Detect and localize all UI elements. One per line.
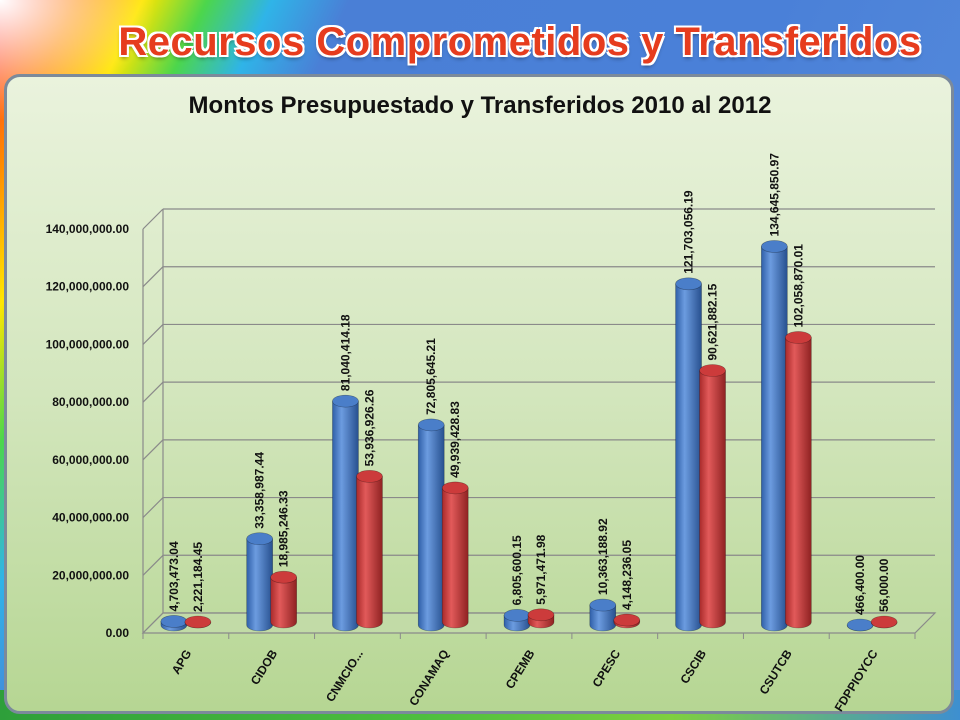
bar-series2 xyxy=(270,570,297,629)
x-tick-label: CPESC xyxy=(590,647,624,690)
data-label: 90,621,882.15 xyxy=(706,283,720,360)
x-tick-label: CNMCIO... xyxy=(323,647,366,704)
data-label: 4,703,473.04 xyxy=(167,541,181,611)
bar-series2-cap xyxy=(785,331,812,344)
bar-series2-cap xyxy=(613,613,641,627)
bar-series2-cap xyxy=(184,615,212,629)
data-label: 49,939,428.83 xyxy=(448,401,462,478)
data-label: 18,985,246.33 xyxy=(277,490,291,567)
bar-series1-cap xyxy=(761,240,788,253)
bar-series2 xyxy=(527,608,555,629)
bar-series1 xyxy=(503,609,531,632)
bar-series1-body xyxy=(675,283,702,632)
data-label: 5,971,471.98 xyxy=(534,534,548,604)
data-label: 53,936,926.26 xyxy=(362,389,376,466)
bar-series2 xyxy=(184,615,212,629)
bar-series1-body xyxy=(589,604,617,632)
data-label: 72,805,645.21 xyxy=(424,338,438,415)
slide-title: Recursos Comprometidos y Transferidos xyxy=(118,20,922,64)
bar-series1 xyxy=(417,418,445,632)
data-label: 56,000.00 xyxy=(877,558,891,612)
data-label: 4,148,236.05 xyxy=(620,540,634,610)
gridline-side xyxy=(142,497,164,518)
x-tick-label: CIDOB xyxy=(248,647,281,687)
x-tick-label: APG xyxy=(169,647,195,676)
bar-series2-cap xyxy=(699,364,726,377)
bar-series1-cap xyxy=(589,598,617,612)
gridline-side xyxy=(142,439,164,461)
bar-series2-cap xyxy=(527,608,555,622)
bar-series2-cap xyxy=(356,470,383,483)
bar-series1-body xyxy=(417,424,445,632)
gridline-side xyxy=(142,324,164,345)
x-tick-label: CONAMAQ xyxy=(406,647,451,708)
y-tick-label: 80,000,000.00 xyxy=(52,395,129,409)
data-label: 6,805,600.15 xyxy=(510,535,524,605)
x-tick-label: CSUTCB xyxy=(757,647,796,697)
data-label: 121,703,056.19 xyxy=(682,190,696,274)
bar-series1 xyxy=(675,277,702,632)
bar-series1 xyxy=(846,618,874,632)
x-tick-label: CSCIB xyxy=(677,647,709,686)
y-tick-label: 40,000,000.00 xyxy=(52,511,129,525)
x-tick-label: FDPPIOYCC xyxy=(832,647,881,714)
bar-series1 xyxy=(246,532,273,632)
bar-series1-cap xyxy=(160,615,188,628)
bar-series2-body xyxy=(270,576,297,629)
data-label: 33,358,987.44 xyxy=(253,452,267,529)
chart-title: Montos Presupuestado y Transferidos 2010… xyxy=(188,92,772,119)
bar-series1-cap xyxy=(246,532,273,546)
y-tick-label: 100,000,000.00 xyxy=(46,337,130,351)
bar-series1-cap xyxy=(675,277,702,291)
y-tick-label: 60,000,000.00 xyxy=(52,453,129,467)
bar-series2-body xyxy=(785,337,812,629)
y-tick-label: 20,000,000.00 xyxy=(52,568,129,582)
bar-series1 xyxy=(761,240,788,632)
bar-series1-body xyxy=(246,538,273,632)
data-label: 466,400.00 xyxy=(853,555,867,615)
data-label: 2,221,184.45 xyxy=(191,542,205,612)
bar-series1 xyxy=(589,598,617,632)
y-tick-label: 140,000,000.00 xyxy=(46,222,130,236)
data-label: 134,645,850.97 xyxy=(767,153,781,237)
bar-series1-body xyxy=(332,400,359,632)
gridline-side xyxy=(142,554,164,576)
bar-series2-body xyxy=(356,476,383,629)
bar-series2 xyxy=(785,331,812,629)
bar-series2-cap xyxy=(441,481,469,495)
gridline-side xyxy=(142,266,164,288)
bar-series1-cap xyxy=(503,609,531,622)
bar-series1-body xyxy=(761,246,788,632)
bar-series2 xyxy=(870,615,898,629)
bar-series1-cap xyxy=(332,394,359,408)
bar-series2-body xyxy=(441,487,469,629)
bar-series1-cap xyxy=(417,418,445,432)
y-tick-label: 0.00 xyxy=(106,626,130,640)
y-tick-label: 120,000,000.00 xyxy=(46,280,130,294)
bar-series2-cap xyxy=(270,570,297,584)
bar-series1 xyxy=(332,394,359,632)
bar-series2-cap xyxy=(870,615,898,629)
data-label: 102,058,870.01 xyxy=(791,244,805,328)
gridline-side xyxy=(142,381,164,403)
bar-series2 xyxy=(356,470,383,629)
bar-series2 xyxy=(613,613,641,629)
bar-series1 xyxy=(160,615,188,632)
data-label: 10,363,188.92 xyxy=(596,518,610,595)
bar-series1-cap xyxy=(846,618,874,632)
bar-series2 xyxy=(441,481,469,629)
bar-series2 xyxy=(699,364,726,629)
data-label: 81,040,414.18 xyxy=(338,314,352,391)
x-tick-label: CPEMB xyxy=(503,647,538,691)
bar-series2-body xyxy=(699,370,726,629)
gridline-side xyxy=(142,208,164,230)
